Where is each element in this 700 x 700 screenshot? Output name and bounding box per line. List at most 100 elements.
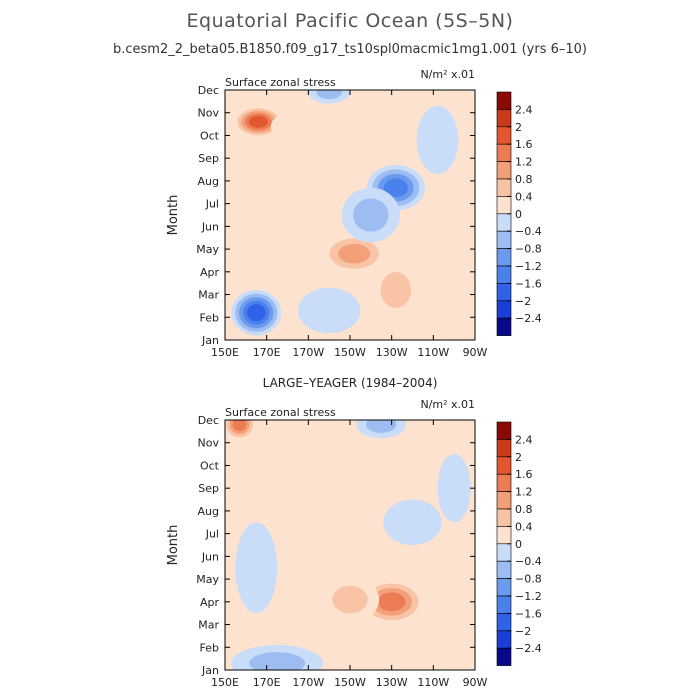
colorbar-swatch xyxy=(496,421,512,440)
x-tick-label: 150E xyxy=(211,676,239,689)
colorbar-label: 1.6 xyxy=(515,138,533,151)
contour-region xyxy=(272,108,365,154)
y-tick-label: Mar xyxy=(198,289,219,302)
contour-region xyxy=(353,198,389,232)
colorbar-swatch xyxy=(496,178,512,197)
heatmap-contours xyxy=(229,90,459,336)
contour-region xyxy=(246,304,266,322)
contour-region xyxy=(377,592,406,612)
colorbar-label: −1.2 xyxy=(515,260,542,273)
colorbar-swatch xyxy=(496,595,512,614)
contour-region xyxy=(297,287,361,334)
y-tick-label: Dec xyxy=(198,414,219,427)
y-tick-label: Apr xyxy=(200,266,220,279)
colorbar-label: 2 xyxy=(515,451,522,464)
colorbar-label: −2.4 xyxy=(515,312,542,325)
colorbar-label: −1.2 xyxy=(515,590,542,603)
colorbar-label: 0 xyxy=(515,538,522,551)
colorbar-label: 0.8 xyxy=(515,173,533,186)
heatmap-contours xyxy=(225,420,471,670)
contour-region xyxy=(318,445,403,505)
y-tick-label: Jun xyxy=(201,550,219,563)
contour-region xyxy=(338,243,371,264)
y-tick-label: Jun xyxy=(201,220,219,233)
contour-region xyxy=(235,522,278,614)
colorbar-swatch xyxy=(496,526,512,545)
colorbar-label: −0.4 xyxy=(515,225,542,238)
x-tick-label: 130W xyxy=(376,346,408,359)
x-tick-label: 170E xyxy=(253,346,281,359)
colorbar-label: −1.6 xyxy=(515,277,542,290)
y-tick-label: Feb xyxy=(200,311,219,324)
y-tick-label: Aug xyxy=(198,175,219,188)
colorbar-label: −0.4 xyxy=(515,555,542,568)
colorbar-label: −2.4 xyxy=(515,642,542,655)
contour-region xyxy=(383,178,408,198)
contour-region xyxy=(380,271,412,309)
contour-region xyxy=(437,454,471,523)
colorbar-swatch xyxy=(496,196,512,215)
colorbar-label: −2 xyxy=(515,295,531,308)
y-tick-label: Oct xyxy=(200,129,220,142)
colorbar-label: 0.4 xyxy=(515,190,533,203)
x-tick-label: 110W xyxy=(417,676,449,689)
y-tick-label: Nov xyxy=(198,107,220,120)
x-tick-label: 150W xyxy=(334,346,366,359)
x-tick-label: 150E xyxy=(211,346,239,359)
contour-region xyxy=(332,585,368,614)
units-label: N/m² x.01 xyxy=(420,68,475,81)
colorbar-swatch xyxy=(496,143,512,162)
colorbar-swatch xyxy=(496,578,512,597)
colorbar-label: 1.6 xyxy=(515,468,533,481)
page-subtitle: b.cesm2_2_beta05.B1850.f09_g17_ts10spl0m… xyxy=(113,42,587,57)
x-tick-label: 130W xyxy=(376,676,408,689)
colorbar-swatch xyxy=(496,647,512,666)
colorbar-swatch xyxy=(496,230,512,249)
y-axis-label: Month xyxy=(166,195,181,236)
colorbar-swatch xyxy=(496,283,512,302)
y-tick-label: Sep xyxy=(198,152,219,165)
colorbar-swatch xyxy=(496,91,512,110)
y-tick-label: Jul xyxy=(205,198,219,211)
y-tick-label: Dec xyxy=(198,84,219,97)
colorbar-label: −0.8 xyxy=(515,243,542,256)
y-tick-label: Oct xyxy=(200,459,220,472)
colorbar-swatch xyxy=(496,508,512,527)
colorbar-swatch xyxy=(496,109,512,128)
x-tick-label: 170W xyxy=(292,676,324,689)
colorbar-label: 0 xyxy=(515,208,522,221)
colorbar-swatch xyxy=(496,456,512,475)
colorbar-label: −0.8 xyxy=(515,573,542,586)
colorbar-swatch xyxy=(496,161,512,180)
colorbar-swatch xyxy=(496,473,512,492)
y-tick-label: May xyxy=(196,243,219,256)
contour-region xyxy=(366,420,397,433)
colorbar-swatch xyxy=(496,560,512,579)
colorbar-label: 1.2 xyxy=(515,486,533,499)
variable-label: Surface zonal stress xyxy=(225,76,336,89)
colorbar-swatch xyxy=(496,491,512,510)
colorbar-label: −1.6 xyxy=(515,607,542,620)
colorbar-label: 2.4 xyxy=(515,433,533,446)
colorbar-swatch xyxy=(496,317,512,336)
page-title: Equatorial Pacific Ocean (5S–5N) xyxy=(186,10,514,32)
y-tick-label: Aug xyxy=(198,505,219,518)
colorbar-label: 2 xyxy=(515,121,522,134)
colorbar-swatch xyxy=(496,543,512,562)
y-tick-label: Nov xyxy=(198,437,220,450)
colorbar-swatch xyxy=(496,630,512,649)
panel-title: LARGE–YEAGER (1984–2004) xyxy=(263,376,438,390)
colorbar-label: −2 xyxy=(515,625,531,638)
colorbar-swatch xyxy=(496,248,512,267)
colorbar-label: 2.4 xyxy=(515,103,533,116)
x-tick-label: 110W xyxy=(417,346,449,359)
y-tick-label: May xyxy=(196,573,219,586)
colorbar-swatch xyxy=(496,613,512,632)
colorbar-label: 1.2 xyxy=(515,156,533,169)
y-axis-label: Month xyxy=(166,525,181,566)
contour-region xyxy=(232,420,247,432)
y-tick-label: Jan xyxy=(201,334,219,347)
contour-region xyxy=(416,105,459,175)
x-tick-label: 170W xyxy=(292,346,324,359)
